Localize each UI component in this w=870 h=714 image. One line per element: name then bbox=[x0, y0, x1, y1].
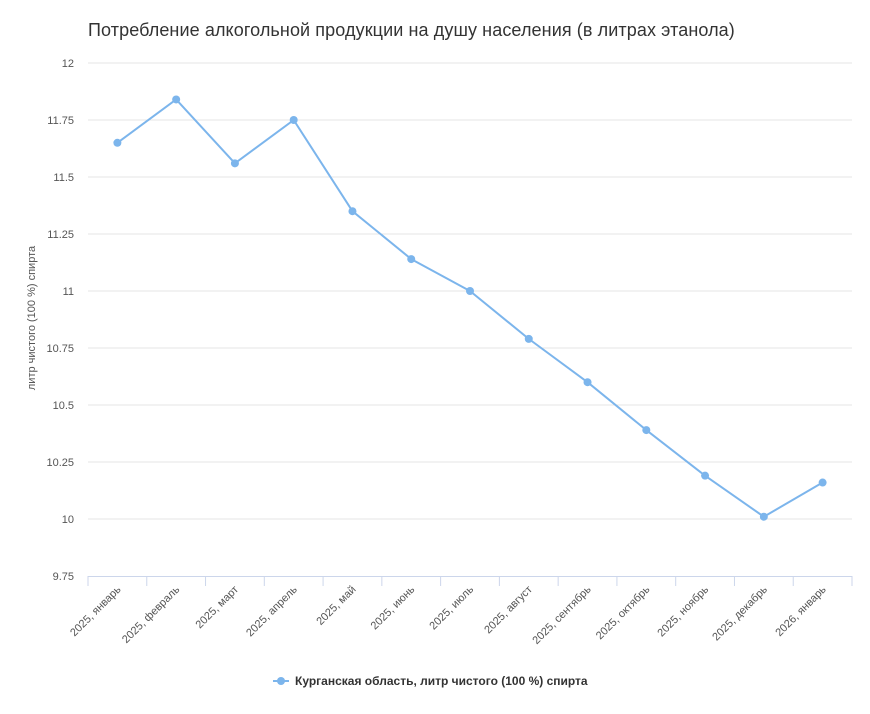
legend[interactable]: Курганская область, литр чистого (100 %)… bbox=[273, 674, 588, 688]
x-tick-label: 2025, май bbox=[314, 584, 358, 628]
data-point[interactable] bbox=[583, 378, 592, 387]
x-axis bbox=[87, 576, 853, 586]
data-point[interactable] bbox=[230, 159, 239, 168]
x-tick-label: 2026, январь bbox=[773, 583, 829, 639]
data-point[interactable] bbox=[113, 138, 122, 147]
chart-title: Потребление алкогольной продукции на душ… bbox=[88, 20, 735, 40]
x-tick-label: 2025, октябрь bbox=[594, 583, 653, 642]
data-point[interactable] bbox=[642, 426, 651, 435]
data-point[interactable] bbox=[348, 207, 357, 216]
x-tick-label: 2025, июнь bbox=[369, 583, 418, 632]
x-tick-label: 2025, декабрь bbox=[710, 583, 770, 643]
data-point[interactable] bbox=[818, 478, 827, 487]
x-tick-label: 2025, март bbox=[194, 584, 242, 632]
data-point[interactable] bbox=[701, 471, 710, 480]
x-tick-label: 2025, февраль bbox=[120, 583, 182, 645]
y-tick-label: 11.75 bbox=[47, 115, 74, 127]
x-tick-label: 2025, сентябрь bbox=[530, 583, 593, 646]
data-point[interactable] bbox=[172, 95, 181, 104]
y-axis-label: литр чистого (100 %) спирта bbox=[26, 245, 38, 390]
series-layer bbox=[113, 95, 827, 521]
y-tick-label: 11.25 bbox=[47, 229, 74, 241]
y-tick-label: 10 bbox=[62, 514, 74, 526]
y-tick-label: 10.25 bbox=[46, 457, 74, 469]
y-tick-label: 10.5 bbox=[53, 400, 74, 412]
data-point[interactable] bbox=[524, 334, 533, 343]
series-line bbox=[116, 98, 824, 518]
y-tick-label: 11.5 bbox=[53, 172, 74, 184]
x-tick-label: 2025, январь bbox=[68, 583, 124, 639]
legend-label: Курганская область, литр чистого (100 %)… bbox=[295, 674, 588, 688]
x-tick-label: 2025, ноябрь bbox=[655, 583, 711, 639]
y-tick-label: 11 bbox=[63, 286, 74, 298]
legend-swatch-marker bbox=[277, 677, 285, 685]
y-tick-label: 9.75 bbox=[53, 571, 74, 583]
x-tick-label: 2025, июль bbox=[427, 583, 476, 632]
y-axis-ticks: 9.75 10 10.25 10.5 10.75 11 11.25 11.5 11.75 12 bbox=[46, 58, 74, 583]
data-point[interactable] bbox=[289, 116, 298, 124]
data-point[interactable] bbox=[759, 512, 768, 521]
x-tick-label: 2025, апрель bbox=[244, 583, 300, 639]
y-tick-label: 10.75 bbox=[46, 343, 74, 355]
x-tick-label: 2025, август bbox=[482, 584, 535, 637]
data-point[interactable] bbox=[407, 255, 416, 264]
y-tick-label: 12 bbox=[62, 58, 74, 70]
data-point[interactable] bbox=[466, 287, 474, 295]
